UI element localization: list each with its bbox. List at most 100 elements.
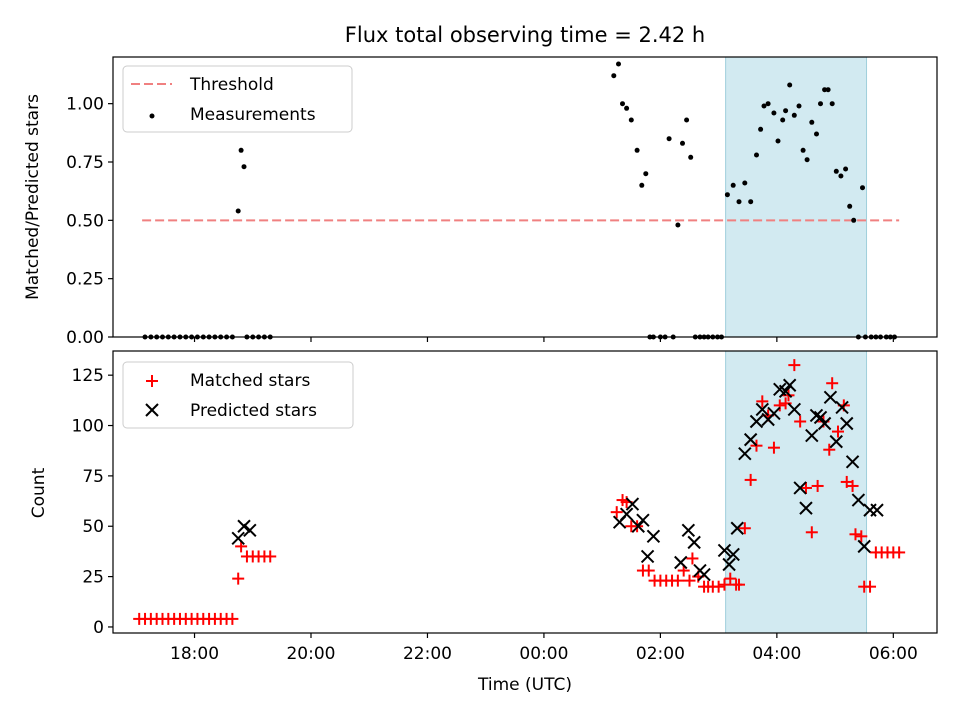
matched-star-point bbox=[788, 359, 801, 372]
matched-star-point bbox=[832, 425, 845, 438]
predicted-star-point bbox=[767, 406, 781, 421]
matched-star-point bbox=[864, 580, 877, 593]
measurement-point bbox=[624, 105, 630, 111]
measurement-point bbox=[804, 157, 810, 163]
legend-measurements-label: Measurements bbox=[190, 105, 316, 125]
matched-star-point bbox=[610, 506, 623, 519]
predicted-star-point bbox=[625, 497, 640, 511]
measurement-point bbox=[241, 164, 247, 170]
measurement-point bbox=[748, 199, 754, 205]
matched-star-point bbox=[642, 564, 655, 577]
predicted-star-point bbox=[782, 378, 797, 392]
top-x-axis-ticks bbox=[193, 337, 894, 342]
x-tick-label: 04:00 bbox=[752, 644, 801, 664]
chart-title: Flux total observing time = 2.42 h bbox=[345, 23, 705, 47]
x-axis-label: Time (UTC) bbox=[477, 675, 572, 695]
measurement-point bbox=[238, 147, 244, 153]
predicted-star-point bbox=[722, 557, 736, 572]
matched-star-point bbox=[823, 443, 836, 456]
measurement-point bbox=[634, 147, 640, 153]
predicted-star-point bbox=[726, 547, 740, 562]
predicted-star-point bbox=[636, 513, 650, 527]
predicted-star-point bbox=[835, 400, 849, 415]
top-observing-window bbox=[725, 56, 868, 338]
top-y-tick-label: 0.50 bbox=[66, 211, 104, 231]
matched-star-point bbox=[744, 473, 757, 486]
measurement-point bbox=[628, 117, 634, 123]
measurement-point bbox=[724, 192, 730, 198]
measurement-point bbox=[860, 185, 865, 191]
measurement-point bbox=[783, 108, 789, 114]
measurement-point bbox=[787, 82, 793, 88]
predicted-star-point bbox=[793, 481, 807, 495]
measurement-point bbox=[833, 168, 839, 174]
measurement-point bbox=[639, 182, 645, 188]
measurement-point bbox=[666, 136, 672, 142]
legend-predicted-label: Predicted stars bbox=[190, 401, 317, 421]
measurement-point bbox=[847, 203, 853, 209]
predicted-star-point bbox=[738, 447, 752, 461]
measurement-point bbox=[643, 171, 649, 177]
matched-star-point bbox=[893, 546, 906, 559]
predicted-star-point bbox=[787, 402, 802, 417]
measurement-point bbox=[791, 112, 797, 118]
bottom-y-tick-label: 125 bbox=[72, 366, 104, 386]
top-legend: Threshold Measurements bbox=[122, 65, 353, 133]
bottom-y-tick-label: 100 bbox=[72, 417, 104, 437]
predicted-star-point bbox=[755, 402, 770, 417]
measurement-point bbox=[620, 101, 625, 107]
legend-measurements-swatch bbox=[149, 113, 155, 119]
predicted-star-point bbox=[730, 521, 744, 535]
matched-star-point bbox=[683, 574, 696, 587]
matched-star-point bbox=[264, 550, 277, 563]
matched-star-point bbox=[811, 479, 824, 492]
predicted-star-point bbox=[681, 523, 696, 537]
legend-matched-label: Matched stars bbox=[190, 371, 310, 391]
predicted-star-point bbox=[749, 414, 764, 429]
x-tick-label: 18:00 bbox=[170, 644, 219, 664]
predicted-star-point bbox=[778, 384, 793, 398]
matched-star-point bbox=[686, 552, 699, 565]
bottom-x-axis-ticks: 18:00 20:00 22:00 00:00 02:00 04:00 06:00 bbox=[170, 633, 918, 664]
predicted-star-point bbox=[823, 390, 838, 405]
matched-star-point bbox=[738, 522, 751, 535]
predicted-star-point bbox=[243, 523, 257, 537]
matched-star-point bbox=[805, 526, 818, 539]
matched-star-point bbox=[733, 578, 746, 591]
measurement-point bbox=[765, 101, 771, 107]
matched-star-point bbox=[671, 574, 684, 587]
bottom-y-tick-label: 25 bbox=[82, 568, 104, 588]
top-y-tick-label: 0.25 bbox=[66, 270, 104, 290]
measurement-point bbox=[742, 180, 748, 186]
measurement-point bbox=[684, 117, 690, 123]
measurement-point bbox=[814, 131, 819, 137]
measurement-point bbox=[616, 61, 621, 67]
bottom-axes-frame bbox=[112, 350, 938, 634]
predicted-star-point bbox=[829, 434, 843, 449]
predicted-star-point bbox=[674, 555, 688, 570]
measurement-point bbox=[761, 103, 767, 109]
matched-star-point bbox=[855, 530, 868, 543]
bottom-y-label: Count bbox=[29, 467, 49, 518]
matched-star-point bbox=[718, 578, 731, 591]
matched-star-point bbox=[226, 612, 239, 625]
measurement-point bbox=[796, 103, 802, 109]
x-tick-label: 02:00 bbox=[636, 644, 685, 664]
top-axes-frame bbox=[112, 56, 938, 338]
predicted-star-point bbox=[619, 507, 634, 521]
x-tick-label: 20:00 bbox=[286, 644, 335, 664]
matched-star-point bbox=[724, 572, 737, 585]
predicted-star-point bbox=[646, 529, 661, 544]
predicted-star-point bbox=[697, 567, 711, 582]
predicted-star-point bbox=[870, 503, 884, 517]
matched-star-point bbox=[773, 399, 786, 412]
matched-star-point bbox=[756, 395, 769, 408]
measurement-point bbox=[822, 87, 828, 93]
measurement-point bbox=[736, 199, 742, 205]
predicted-star-point bbox=[717, 543, 732, 558]
matched-star-point bbox=[794, 415, 807, 428]
measurement-point bbox=[730, 182, 736, 188]
matched-star-point bbox=[849, 528, 862, 541]
predicted-star-point bbox=[805, 428, 819, 443]
bottom-panel: 0 25 50 75 100 125 18:00 20:00 22:00 00:00 02:00 0… bbox=[29, 350, 938, 695]
